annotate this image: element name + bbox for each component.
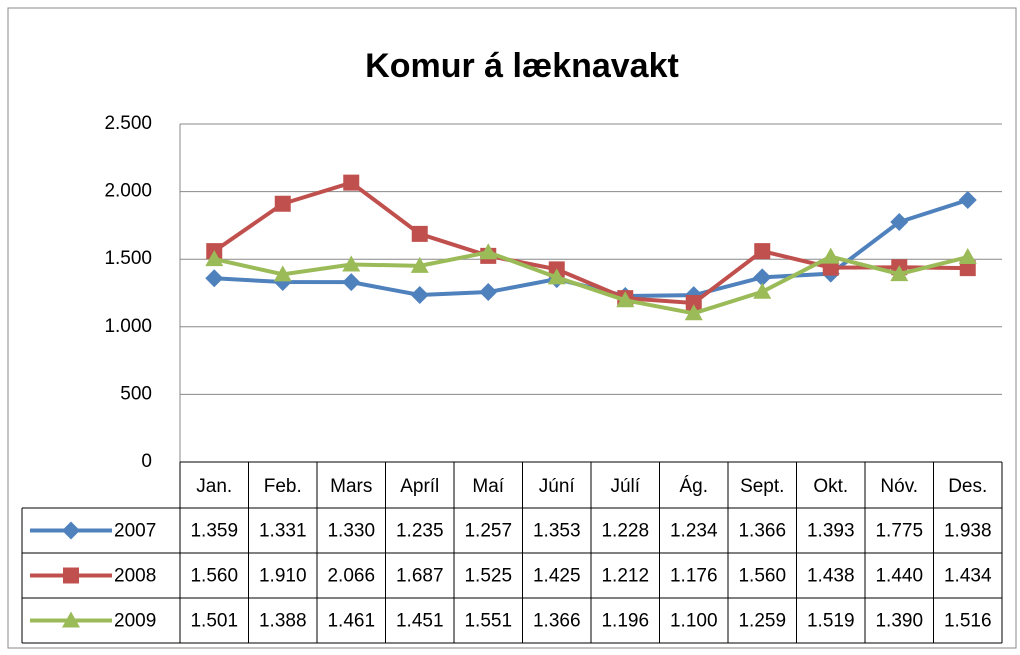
table-value: 1.687 xyxy=(396,566,444,587)
x-tick-label: Sept. xyxy=(740,476,784,497)
table-value: 1.212 xyxy=(601,566,649,587)
point-marker xyxy=(479,243,498,260)
point-marker xyxy=(685,295,702,312)
point-marker xyxy=(479,283,498,302)
y-tick-label: 500 xyxy=(120,383,152,404)
table-value: 1.196 xyxy=(601,611,649,632)
point-marker xyxy=(410,256,429,273)
table-value: 1.425 xyxy=(533,566,581,587)
x-tick-label: Ág. xyxy=(679,476,708,497)
chart-title: Komur á læknavakt xyxy=(365,47,679,85)
point-marker xyxy=(343,174,360,191)
x-tick-label: Apríl xyxy=(400,476,439,497)
point-marker xyxy=(753,282,772,299)
table-value: 1.366 xyxy=(533,611,581,632)
y-tick-label: 1.500 xyxy=(104,248,152,269)
legend-marker xyxy=(62,521,80,540)
series-line xyxy=(213,180,968,306)
legend-marker xyxy=(63,567,79,584)
point-marker xyxy=(890,213,909,232)
table-value: 1.551 xyxy=(464,611,512,632)
x-tick-label: Maí xyxy=(472,476,504,497)
x-tick-label: Okt. xyxy=(813,476,848,497)
table-value: 1.393 xyxy=(807,521,855,542)
legend-label: 2008 xyxy=(114,566,156,587)
table-value: 1.461 xyxy=(327,611,375,632)
point-marker xyxy=(684,304,703,321)
table-value: 1.438 xyxy=(807,566,855,587)
table-value: 1.330 xyxy=(327,521,375,542)
point-marker xyxy=(959,260,976,277)
table-value: 1.228 xyxy=(601,521,649,542)
chart-frame xyxy=(7,7,1017,649)
table-value: 1.440 xyxy=(875,566,923,587)
point-marker xyxy=(754,243,771,260)
x-tick-label: Mars xyxy=(330,476,372,497)
series-line xyxy=(213,250,969,316)
point-marker xyxy=(958,190,977,209)
y-tick-label: 1.000 xyxy=(104,316,152,337)
table-value: 1.519 xyxy=(807,611,855,632)
table-value: 1.775 xyxy=(875,521,923,542)
legend-label: 2007 xyxy=(114,521,156,542)
point-marker xyxy=(821,247,840,264)
point-marker xyxy=(411,225,428,242)
table-value: 1.560 xyxy=(190,566,238,587)
point-marker xyxy=(274,195,291,212)
x-tick-label: Des. xyxy=(948,476,987,497)
table-value: 1.451 xyxy=(396,611,444,632)
point-marker xyxy=(342,255,361,272)
table-value: 1.176 xyxy=(670,566,718,587)
table-value: 1.359 xyxy=(190,521,238,542)
table-value: 1.259 xyxy=(738,611,786,632)
point-marker xyxy=(890,265,909,282)
legend-label: 2009 xyxy=(114,611,156,632)
table-value: 1.516 xyxy=(944,611,992,632)
point-marker xyxy=(753,268,772,287)
point-marker xyxy=(342,273,361,292)
point-marker xyxy=(547,268,566,285)
point-marker xyxy=(958,248,977,265)
table-value: 1.388 xyxy=(259,611,307,632)
x-tick-label: Feb. xyxy=(264,476,302,497)
table-value: 1.257 xyxy=(464,521,512,542)
point-marker xyxy=(205,250,224,267)
table-value: 1.910 xyxy=(259,566,307,587)
point-marker xyxy=(273,265,292,282)
point-marker xyxy=(410,286,429,305)
legend-marker xyxy=(62,611,80,628)
y-tick-label: 0 xyxy=(141,451,152,472)
table-value: 1.560 xyxy=(738,566,786,587)
x-tick-label: Jan. xyxy=(196,476,232,497)
table-value: 1.100 xyxy=(670,611,718,632)
point-marker xyxy=(616,291,635,308)
table-value: 2.066 xyxy=(327,566,375,587)
table-value: 1.366 xyxy=(738,521,786,542)
x-tick-label: Nóv. xyxy=(880,476,918,497)
y-tick-label: 2.500 xyxy=(104,113,152,134)
table-value: 1.390 xyxy=(875,611,923,632)
table-value: 1.501 xyxy=(190,611,238,632)
table-value: 1.353 xyxy=(533,521,581,542)
point-marker xyxy=(205,269,224,288)
y-tick-label: 2.000 xyxy=(104,181,152,202)
table-value: 1.434 xyxy=(944,566,992,587)
table-value: 1.235 xyxy=(396,521,444,542)
table-value: 1.331 xyxy=(259,521,307,542)
x-tick-label: Júlí xyxy=(610,476,640,497)
table-value: 1.525 xyxy=(464,566,512,587)
x-tick-label: Júní xyxy=(539,476,576,497)
table-value: 1.234 xyxy=(670,521,718,542)
table-value: 1.938 xyxy=(944,521,992,542)
